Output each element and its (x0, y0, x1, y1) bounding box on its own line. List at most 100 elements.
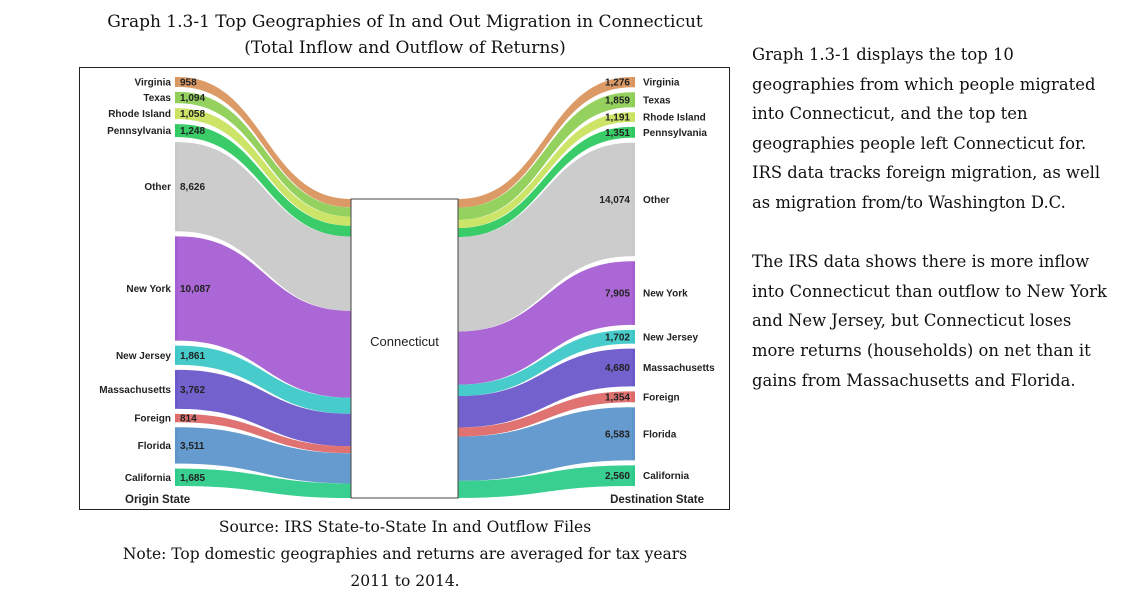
outflow-value-california: 2,560 (605, 471, 630, 482)
inflow-band-california (178, 468, 351, 498)
inflow-node-california (175, 468, 178, 486)
inflow-node-florida (175, 427, 178, 464)
inflow-node-new-jersey (175, 345, 178, 365)
outflow-node-florida (632, 407, 635, 461)
outflow-node-new-jersey (632, 329, 635, 344)
inflow-band-rhode-island (178, 108, 351, 226)
inflow-value-massachusetts: 3,762 (180, 385, 205, 396)
outflow-value-massachusetts: 4,680 (605, 363, 630, 374)
outflow-name-other: Other (643, 195, 670, 206)
inflow-value-new-york: 10,087 (180, 284, 211, 295)
outflow-value-texas: 1,859 (605, 95, 630, 106)
outflow-name-new-york: New York (643, 289, 688, 300)
inflow-name-foreign: Foreign (134, 414, 171, 425)
chart-subtitle: (Total Inflow and Outflow of Returns) (244, 38, 566, 58)
sankey-chart: Connecticut Virginia 958 Texas 1,094 Rhode Is… (79, 67, 730, 510)
outflow-node-rhode-island (632, 112, 635, 122)
outflow-band-florida (458, 407, 632, 481)
chart-title: Graph 1.3-1 Top Geographies of In and Ou… (107, 12, 703, 32)
outflow-name-pennsylvania: Pennsylvania (643, 128, 707, 139)
description-paragraph-1: Graph 1.3-1 displays the top 10 geograph… (752, 45, 1101, 212)
outflow-name-california: California (643, 471, 690, 482)
inflow-value-california: 1,685 (180, 473, 205, 484)
inflow-name-massachusetts: Massachusetts (99, 385, 171, 396)
outflow-name-massachusetts: Massachusetts (643, 363, 715, 374)
inflow-value-pennsylvania: 1,248 (180, 126, 205, 137)
inflow-value-new-jersey: 1,861 (180, 351, 205, 362)
outflow-value-foreign: 1,354 (605, 392, 630, 403)
inflow-name-pennsylvania: Pennsylvania (107, 126, 171, 137)
inflow-node-other (175, 142, 178, 232)
outflow-band-foreign (458, 391, 632, 437)
inflow-name-virginia: Virginia (135, 77, 172, 88)
outflow-node-new-york (632, 261, 635, 325)
outflow-name-florida: Florida (643, 429, 677, 440)
outflow-band-texas (458, 92, 632, 221)
inflow-node-rhode-island (175, 108, 178, 120)
sankey-svg: Connecticut Virginia 958 Texas 1,094 Rhode Is… (99, 77, 715, 506)
center-node-label: Connecticut (370, 334, 439, 349)
outflow-value-pennsylvania: 1,351 (605, 128, 630, 139)
outflow-node-foreign (632, 391, 635, 403)
inflow-band-virginia (178, 77, 351, 208)
outflow-value-virginia: 1,276 (605, 78, 630, 89)
inflow-band-pennsylvania (178, 124, 351, 237)
inflow-name-florida: Florida (138, 441, 172, 452)
outflow-value-new-jersey: 1,702 (605, 332, 630, 343)
outflow-band-massachusetts (458, 348, 632, 428)
outflow-value-florida: 6,583 (605, 429, 630, 440)
outflow-value-other: 14,074 (599, 195, 630, 206)
description-paragraph-2: The IRS data shows there is more inflow … (752, 252, 1107, 390)
inflow-node-massachusetts (175, 369, 178, 409)
inflow-node-new-york (175, 236, 178, 341)
inflow-band-florida (178, 427, 351, 484)
inflow-band-texas (178, 91, 351, 217)
inflow-name-california: California (125, 473, 172, 484)
inflow-node-virginia (175, 77, 178, 87)
footnote-line-1: Note: Top domestic geographies and retur… (122, 545, 688, 563)
inflow-name-texas: Texas (143, 93, 171, 104)
outflow-band-new-york (458, 261, 632, 385)
outflow-name-virginia: Virginia (643, 78, 680, 89)
outflow-band-virginia (458, 77, 632, 208)
inflow-name-new-jersey: New Jersey (116, 351, 171, 362)
outflow-name-new-jersey: New Jersey (643, 332, 698, 343)
inflow-node-foreign (175, 413, 178, 423)
inflow-name-other: Other (144, 182, 171, 193)
inflow-name-new-york: New York (126, 284, 171, 295)
outflow-node-california (632, 465, 635, 486)
outflow-node-virginia (632, 77, 635, 88)
outflow-band-pennsylvania (458, 126, 632, 238)
inflow-name-rhode-island: Rhode Island (108, 109, 171, 120)
center-node (350, 198, 459, 499)
inflow-value-virginia: 958 (180, 77, 197, 88)
outflow-name-texas: Texas (643, 95, 671, 106)
outflow-band-new-jersey (458, 329, 632, 397)
outflow-value-rhode-island: 1,191 (605, 113, 630, 124)
outflow-node-pennsylvania (632, 126, 635, 138)
outflow-name-foreign: Foreign (643, 392, 680, 403)
outflow-name-rhode-island: Rhode Island (643, 113, 706, 124)
origin-axis-label: Origin State (125, 494, 190, 506)
inflow-value-florida: 3,511 (180, 441, 205, 452)
inflow-node-pennsylvania (175, 124, 178, 138)
description-panel: Graph 1.3-1 displays the top 10 geograph… (752, 40, 1112, 395)
inflow-node-texas (175, 91, 178, 104)
inflow-band-massachusetts (178, 369, 351, 447)
outflow-node-other (632, 142, 635, 257)
outflow-value-new-york: 7,905 (605, 289, 630, 300)
outflow-band-rhode-island (458, 112, 632, 229)
destination-axis-label: Destination State (610, 494, 704, 506)
inflow-value-rhode-island: 1,058 (180, 109, 205, 120)
outflow-band-other (458, 142, 632, 332)
inflow-value-foreign: 814 (180, 414, 197, 425)
inflow-band-new-york (178, 236, 351, 398)
inflow-value-texas: 1,094 (180, 93, 205, 104)
inflow-band-other (178, 142, 351, 311)
source-note: Source: IRS State-to-State In and Outflo… (218, 518, 592, 536)
inflow-band-foreign (178, 413, 351, 454)
outflow-node-massachusetts (632, 348, 635, 387)
inflow-value-other: 8,626 (180, 182, 205, 193)
outflow-node-texas (632, 92, 635, 108)
outflow-band-california (458, 465, 632, 498)
